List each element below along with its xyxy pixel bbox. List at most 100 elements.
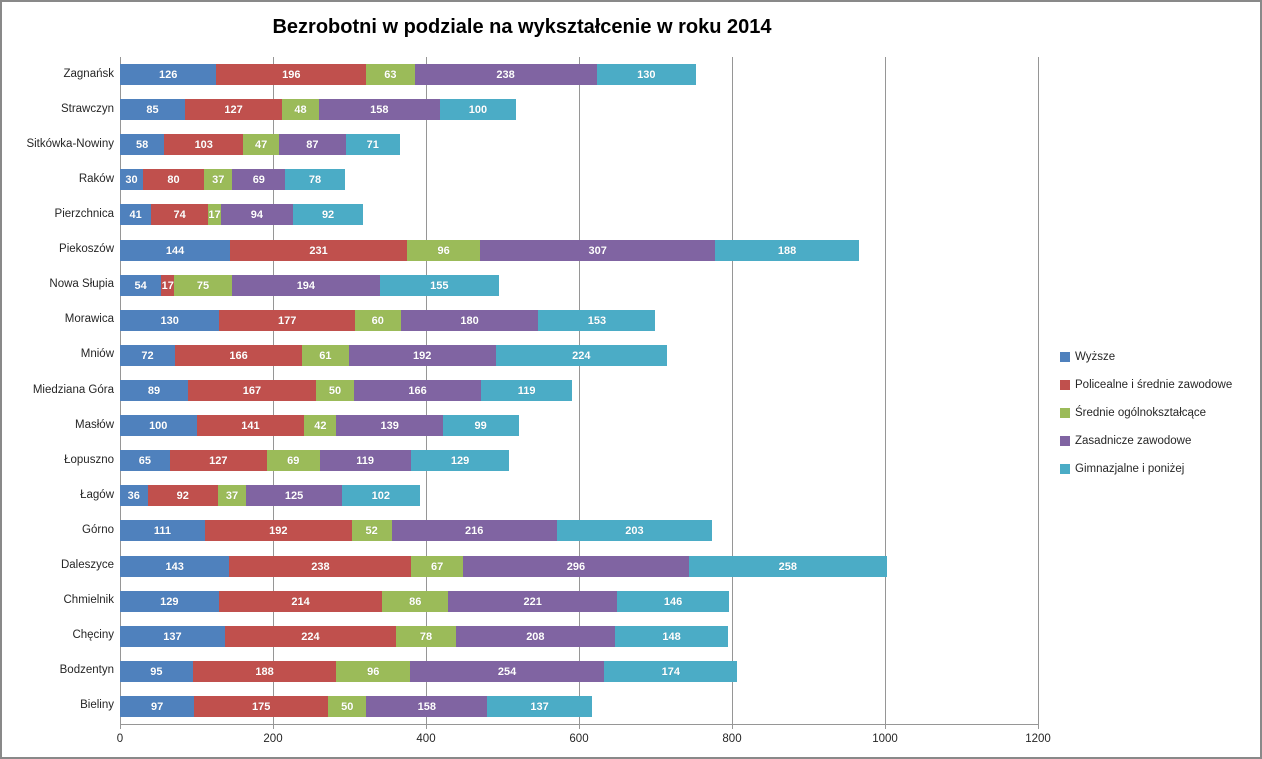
data-label: 111 (153, 524, 172, 537)
data-label: 194 (296, 279, 316, 292)
data-label: 216 (464, 524, 484, 537)
data-label: 180 (460, 314, 479, 327)
bar-segment-Gimnazjalne i poniżej: 71 (345, 134, 400, 155)
data-label: 203 (625, 524, 644, 537)
bar-segment-Zasadnicze zawodowe: 180 (400, 310, 539, 331)
bar-segment-Policealne i średnie zawodowe: 167 (188, 380, 316, 401)
data-label: 166 (408, 384, 427, 397)
gridline-x-1200 (1038, 57, 1039, 724)
bar-segment-Gimnazjalne i poniżej: 102 (341, 485, 420, 506)
bar-segment-Zasadnicze zawodowe: 216 (391, 520, 557, 541)
bar-row-Mniów: 72 166 61 192 224 (120, 345, 667, 366)
data-label: 54 (134, 279, 147, 292)
category-label-Morawica: Morawica (64, 313, 114, 325)
bar-segment-Gimnazjalne i poniżej: 153 (538, 310, 656, 331)
bar-row-Miedziana Góra: 89 167 50 166 119 (120, 380, 573, 401)
x-tick-label-1000: 1000 (872, 733, 898, 745)
legend-item-Zasadnicze zawodowe: Zasadnicze zawodowe (1060, 427, 1232, 455)
category-label-Miedziana Góra: Miedziana Góra (32, 384, 114, 396)
bar-segment-Wyższe: 72 (120, 345, 176, 366)
data-label: 37 (225, 489, 239, 502)
data-label: 75 (196, 279, 210, 292)
data-label: 60 (371, 314, 384, 327)
data-label: 127 (224, 103, 243, 116)
bar-row-Piekoszów: 144 231 96 307 188 (120, 240, 859, 261)
bar-segment-Zasadnicze zawodowe: 192 (348, 345, 496, 366)
legend-label: Policealne i średnie zawodowe (1075, 379, 1233, 391)
bar-segment-Wyższe: 36 (120, 485, 148, 506)
bar-row-Łopuszno: 65 127 69 119 129 (120, 450, 510, 471)
bar-row-Raków: 30 80 37 69 78 (120, 169, 345, 190)
axis-tick-1200 (1038, 724, 1039, 729)
bar-segment-Wyższe: 129 (120, 591, 219, 612)
gridline-x-800 (732, 57, 733, 724)
data-label: 52 (365, 524, 378, 537)
bar-segment-Wyższe: 89 (120, 380, 189, 401)
bar-segment-Gimnazjalne i poniżej: 146 (617, 591, 729, 612)
bar-segment-Policealne i średnie zawodowe: 175 (194, 696, 329, 717)
bar-segment-Średnie ogólnokształcące: 48 (282, 99, 319, 120)
legend-label: Zasadnicze zawodowe (1075, 435, 1192, 447)
data-label: 158 (417, 700, 436, 713)
data-label: 92 (176, 489, 189, 502)
category-label-Mniów: Mniów (80, 348, 114, 360)
category-label-Masłów: Masłów (75, 419, 114, 431)
data-label: 103 (194, 138, 213, 151)
bar-segment-Wyższe: 41 (120, 204, 152, 225)
category-label-Łopuszno: Łopuszno (64, 454, 114, 466)
data-label: 99 (474, 419, 487, 432)
x-tick-label-200: 200 (263, 733, 283, 745)
data-label: 17 (208, 208, 221, 221)
plot-area: 126 196 63 238 130 85 127 48 158 100 58 103 47 87 71 30… (120, 57, 1039, 729)
data-label: 89 (147, 384, 161, 397)
data-label: 80 (167, 173, 180, 186)
category-label-Raków: Raków (78, 173, 114, 185)
x-axis-line (120, 724, 1038, 725)
data-label: 196 (282, 68, 301, 81)
data-label: 192 (412, 349, 432, 362)
bar-row-Bieliny: 97 175 50 158 137 (120, 696, 592, 717)
category-label-Sitkówka-Nowiny: Sitkówka-Nowiny (26, 138, 114, 150)
bar-segment-Wyższe: 30 (120, 169, 143, 190)
data-label: 67 (430, 560, 444, 573)
bar-segment-Wyższe: 126 (120, 64, 217, 85)
data-label: 94 (250, 208, 264, 221)
axis-tick-800 (732, 724, 733, 729)
bar-segment-Policealne i średnie zawodowe: 238 (229, 556, 412, 577)
bar-segment-Policealne i średnie zawodowe: 17 (161, 275, 175, 296)
bar-segment-Gimnazjalne i poniżej: 137 (487, 696, 592, 717)
data-label: 155 (430, 279, 449, 292)
bar-segment-Średnie ogólnokształcące: 78 (396, 626, 456, 647)
data-label: 188 (255, 665, 274, 678)
bar-segment-Zasadnicze zawodowe: 221 (448, 591, 618, 612)
bar-segment-Gimnazjalne i poniżej: 203 (556, 520, 713, 541)
data-label: 102 (371, 489, 391, 502)
bar-segment-Zasadnicze zawodowe: 208 (455, 626, 615, 647)
data-label: 158 (370, 103, 389, 116)
bar-row-Bodzentyn: 95 188 96 254 174 (120, 661, 738, 682)
data-label: 92 (321, 208, 335, 221)
bar-segment-Zasadnicze zawodowe: 194 (231, 275, 381, 296)
bar-row-Morawica: 130 177 60 180 153 (120, 310, 656, 331)
data-label: 258 (778, 560, 797, 573)
bar-segment-Średnie ogólnokształcące: 17 (207, 204, 221, 225)
category-label-Górno: Górno (82, 524, 114, 536)
data-label: 61 (319, 349, 332, 362)
data-label: 238 (496, 68, 515, 81)
bar-segment-Wyższe: 144 (120, 240, 231, 261)
data-label: 148 (662, 630, 681, 643)
x-tick-label-800: 800 (722, 733, 742, 745)
gridline-x-600 (579, 57, 580, 724)
legend-swatch-icon (1060, 436, 1070, 446)
bar-segment-Średnie ogólnokształcące: 96 (406, 240, 481, 261)
data-label: 17 (161, 279, 174, 292)
bar-segment-Policealne i średnie zawodowe: 103 (164, 134, 244, 155)
data-label: 129 (160, 595, 179, 608)
bar-segment-Średnie ogólnokształcące: 50 (328, 696, 367, 717)
data-label: 78 (419, 630, 433, 643)
data-label: 175 (251, 700, 271, 713)
data-label: 50 (341, 700, 354, 713)
bar-segment-Policealne i średnie zawodowe: 231 (230, 240, 407, 261)
category-label-Bodzentyn: Bodzentyn (59, 664, 114, 676)
